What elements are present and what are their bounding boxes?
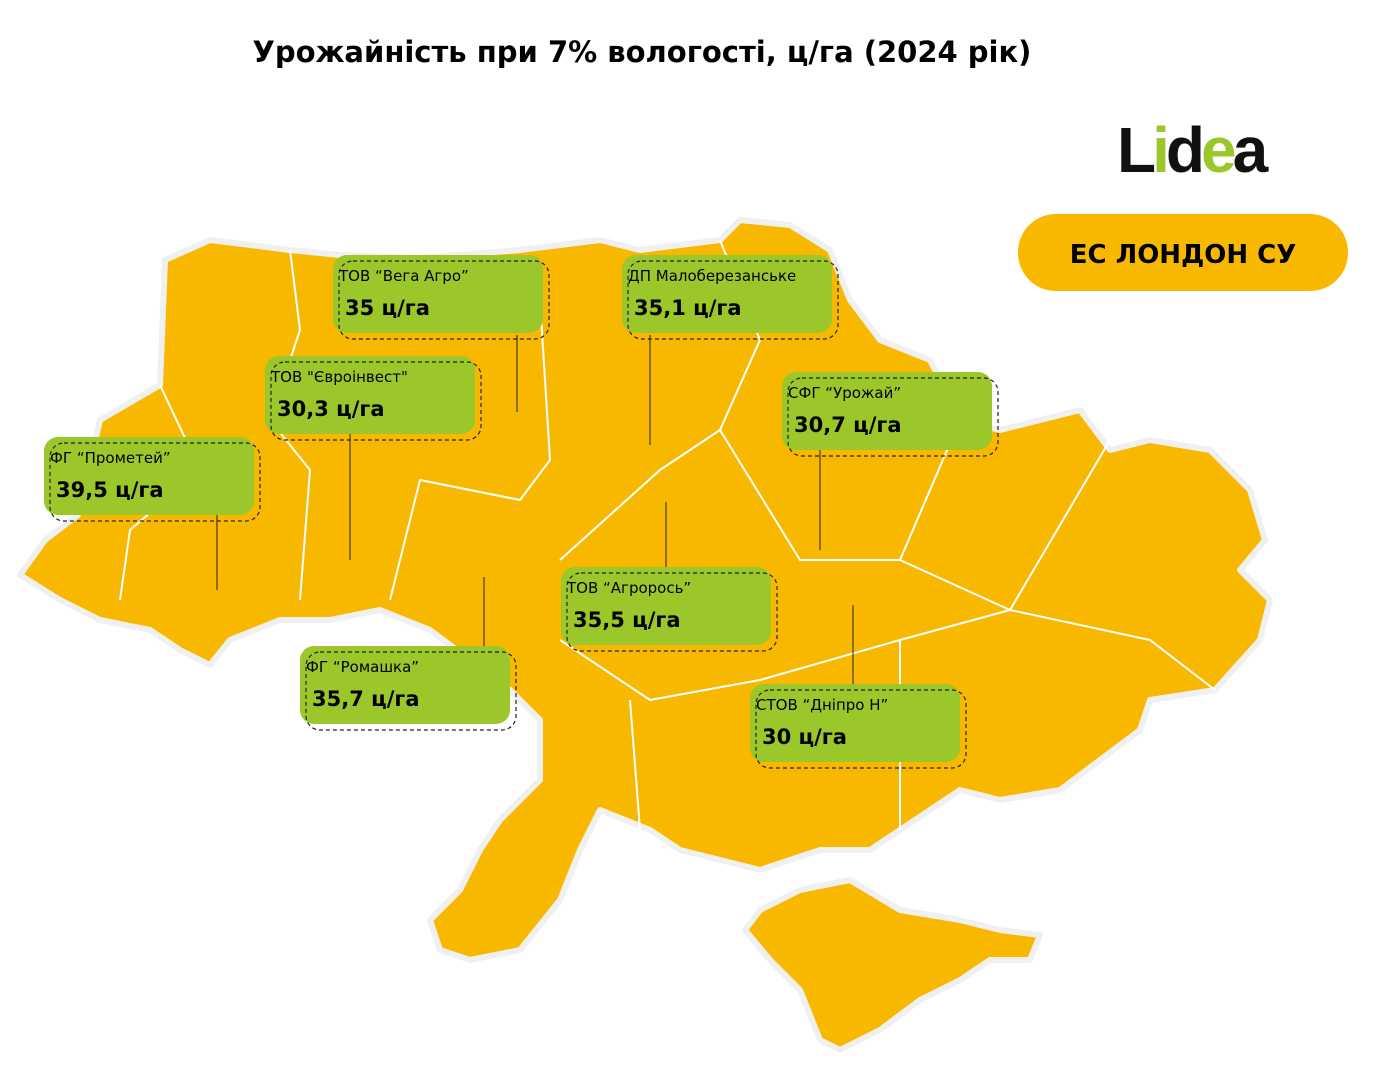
- farm-yield: 35 ц/га: [345, 296, 430, 320]
- callout-box: [300, 646, 510, 724]
- farm-name: ТОВ “Агророcь”: [566, 579, 691, 597]
- farm-callout: ФГ “Ромашка” 35,7 ц/га: [300, 577, 517, 731]
- callout-box: [561, 567, 771, 645]
- farm-yield: 35,1 ц/га: [634, 296, 742, 320]
- callout-outline: [566, 572, 778, 652]
- farm-name: ФГ “Ромашка”: [306, 658, 419, 676]
- farm-callout: ФГ “Прометей” 39,5 ц/га: [44, 437, 261, 590]
- farm-callout: ДП Малоберезанське 35,1 ц/га: [622, 255, 839, 445]
- farm-callout: СТОВ “Дніпро Н” 30 ц/га: [750, 605, 967, 769]
- callout-outline: [270, 361, 482, 441]
- region-borders: [119, 239, 1216, 831]
- farm-name: СФГ “Урожай”: [788, 384, 901, 402]
- hybrid-pill: [1018, 214, 1348, 291]
- farm-name: ДП Малоберезанське: [628, 267, 796, 285]
- farm-name: ТОВ "Євроінвест": [270, 368, 408, 386]
- farm-name: ТОВ “Вега Агро”: [338, 267, 469, 285]
- callout-outline: [627, 260, 839, 340]
- callout-outline: [787, 377, 999, 457]
- farm-yield: 35,5 ц/га: [573, 608, 681, 632]
- callout-outline: [305, 651, 517, 731]
- crimea: [742, 877, 1043, 1053]
- callout-box: [782, 372, 992, 450]
- callout-box: [333, 255, 543, 333]
- farm-callout: ТОВ “Агророcь” 35,5 ц/га: [561, 502, 778, 652]
- callout-box: [265, 356, 475, 434]
- logo: Lidea: [1117, 114, 1269, 186]
- callout-box: [44, 437, 254, 515]
- hybrid-name: ЕС ЛОНДОН СУ: [1070, 240, 1297, 270]
- farm-yield: 30,7 ц/га: [794, 413, 902, 437]
- farm-callout: СФГ “Урожай” 30,7 ц/га: [782, 372, 999, 550]
- farm-yield: 35,7 ц/га: [312, 687, 420, 711]
- farm-yield: 39,5 ц/га: [56, 478, 164, 502]
- callout-box: [622, 255, 832, 333]
- farm-callout: ТОВ "Євроінвест" 30,3 ц/га: [265, 356, 482, 560]
- farm-name: ФГ “Прометей”: [50, 449, 171, 467]
- farm-yield: 30,3 ц/га: [277, 397, 385, 421]
- callout-box: [750, 684, 960, 762]
- callout-outline: [338, 260, 550, 340]
- callout-outline: [755, 689, 967, 769]
- title: Урожайність при 7% вологості, ц/га (2024…: [253, 35, 1032, 69]
- farm-callout: ТОВ “Вега Агро” 35 ц/га: [333, 255, 550, 412]
- farm-name: СТОВ “Дніпро Н”: [756, 696, 888, 714]
- farm-yield: 30 ц/га: [762, 725, 847, 749]
- callout-outline: [49, 442, 261, 522]
